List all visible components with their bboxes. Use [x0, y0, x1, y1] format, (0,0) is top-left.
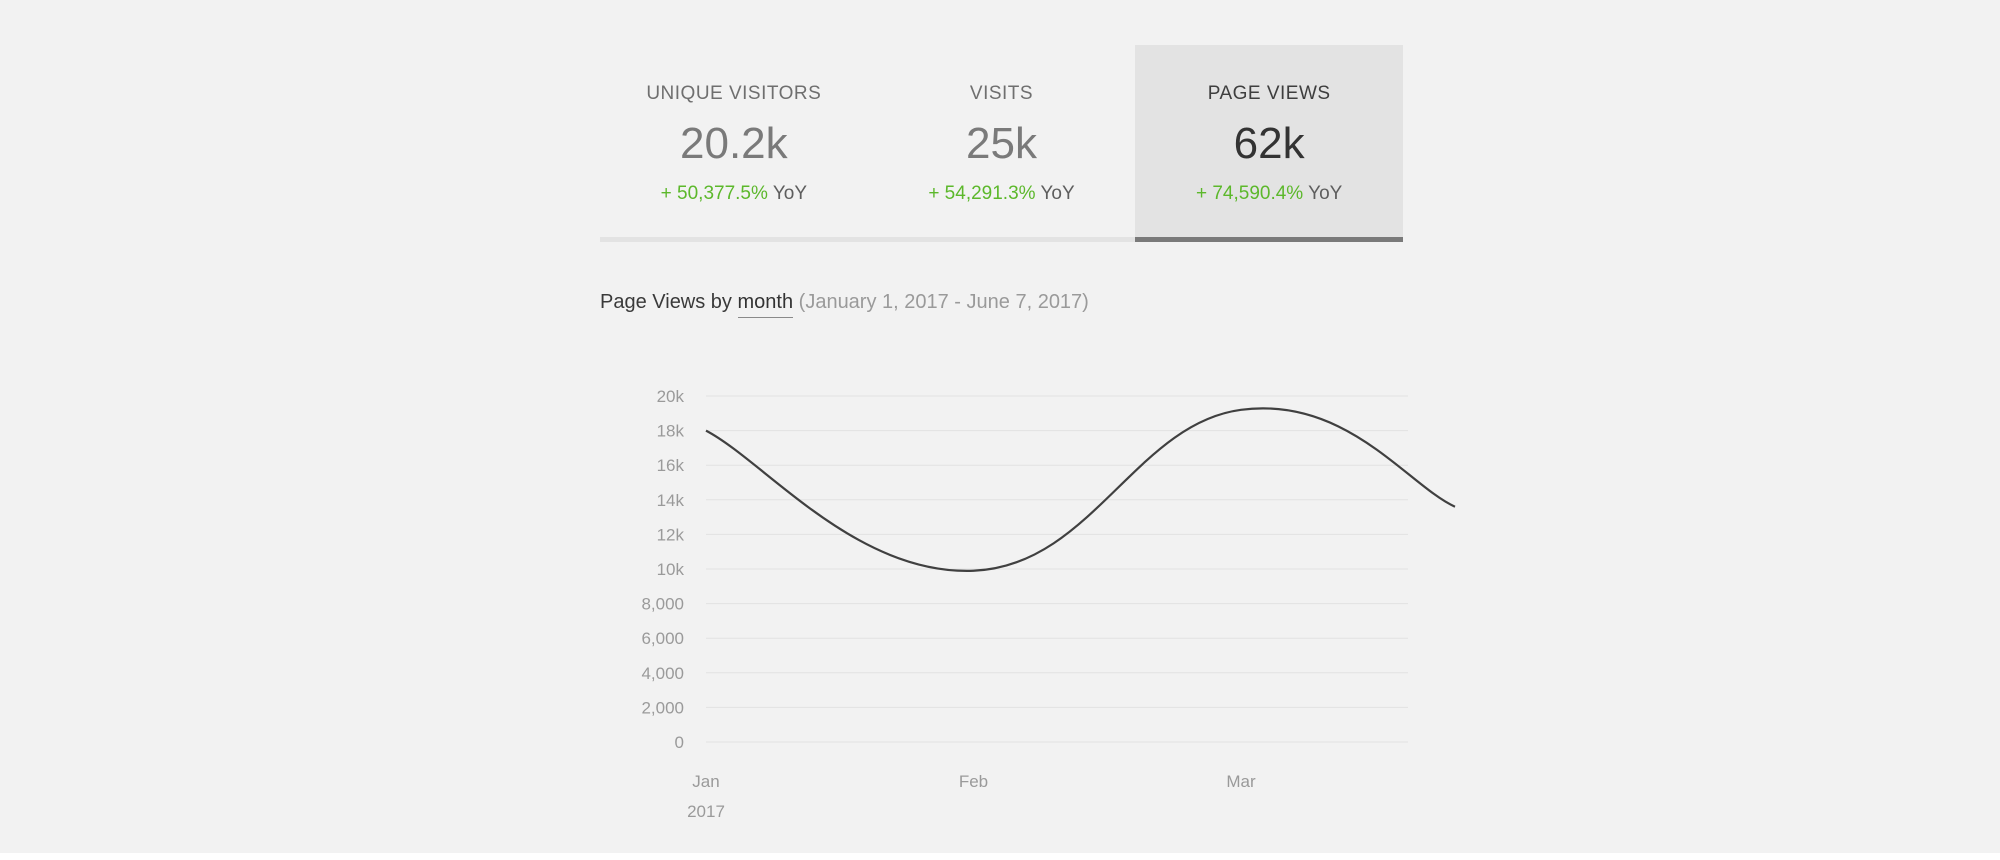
grid-lines	[706, 395, 1408, 743]
tab-value: 62k	[1233, 119, 1305, 168]
metric-tabs: UNIQUE VISITORS 20.2k + 50,377.5% YoY VI…	[600, 45, 1403, 242]
y-tick-label: 6,000	[641, 629, 684, 648]
tab-value: 25k	[966, 119, 1037, 168]
x-tick-label: Feb	[959, 772, 988, 791]
change-percent: + 74,590.4%	[1195, 183, 1304, 204]
change-percent: + 50,377.5%	[660, 183, 768, 204]
y-tick-label: 18k	[657, 422, 685, 441]
tab-change: + 54,291.3% YoY	[868, 183, 1136, 205]
x-year-label: 2017	[687, 802, 725, 821]
period-selector[interactable]: month	[737, 291, 794, 318]
y-tick-label: 2,000	[641, 698, 684, 717]
tab-label: UNIQUE VISITORS	[646, 83, 822, 104]
y-tick-label: 10k	[657, 560, 685, 579]
y-tick-label: 12k	[657, 525, 685, 544]
tab-label: VISITS	[969, 83, 1034, 104]
tab-unique-visitors[interactable]: UNIQUE VISITORS 20.2k + 50,377.5% YoY	[600, 45, 868, 242]
x-tick-label: Mar	[1226, 772, 1256, 791]
tab-change: + 74,590.4% YoY	[1135, 183, 1403, 205]
tab-page-views[interactable]: PAGE VIEWS 62k + 74,590.4% YoY	[1135, 45, 1403, 242]
tab-value: 20.2k	[680, 119, 788, 168]
chart-heading: Page Views by month (January 1, 2017 - J…	[600, 291, 1089, 318]
y-tick-label: 0	[675, 733, 684, 752]
y-axis-labels: 0 2,000 4,000 6,000 8,000 10k 12k 14k 16k 18k 20k	[641, 387, 684, 752]
tab-change: + 50,377.5% YoY	[600, 183, 868, 205]
y-tick-label: 20k	[657, 387, 685, 406]
y-tick-label: 8,000	[641, 595, 684, 614]
y-tick-label: 16k	[657, 456, 685, 475]
x-axis-labels: Jan Feb Mar 2017	[687, 772, 1256, 821]
x-tick-label: Jan	[692, 772, 719, 791]
change-percent: + 54,291.3%	[928, 183, 1036, 204]
change-unit: YoY	[772, 183, 807, 204]
page-views-line	[705, 407, 1456, 572]
change-unit: YoY	[1040, 183, 1075, 204]
chart-heading-prefix: Page Views by	[600, 291, 732, 313]
y-tick-label: 14k	[657, 491, 685, 510]
tab-label: PAGE VIEWS	[1207, 83, 1331, 104]
y-tick-label: 4,000	[641, 664, 684, 683]
date-range: (January 1, 2017 - June 7, 2017)	[798, 291, 1089, 313]
change-unit: YoY	[1308, 183, 1343, 204]
tab-visits[interactable]: VISITS 25k + 54,291.3% YoY	[867, 45, 1136, 242]
